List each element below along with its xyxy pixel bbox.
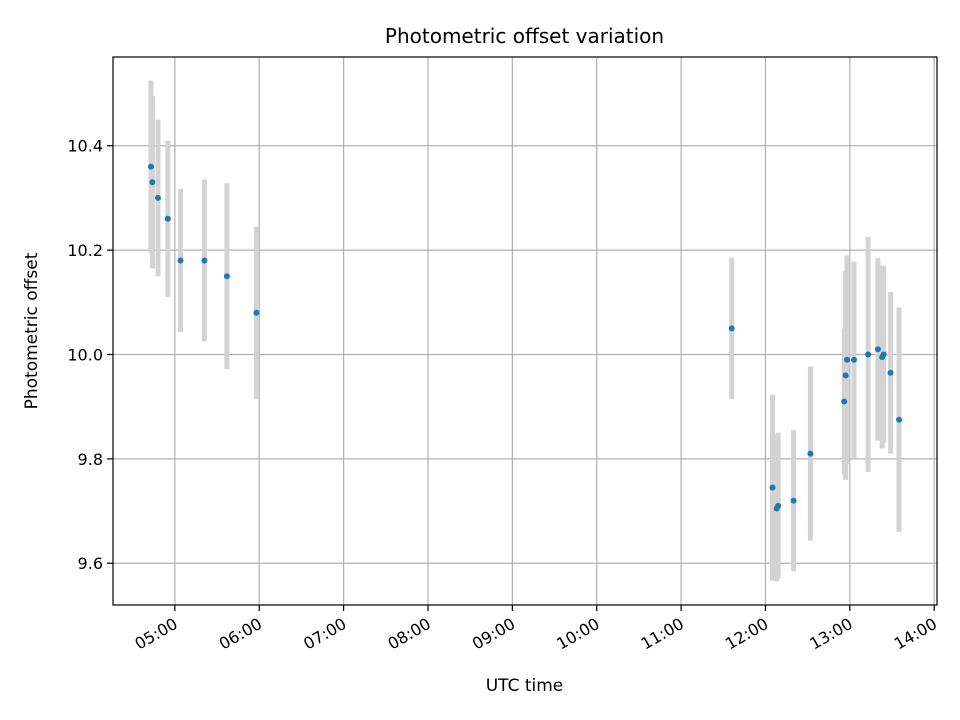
y-tick-label: 10.4 [67,137,103,156]
y-tick-label: 10.0 [67,345,103,364]
data-point [851,356,858,363]
x-tick-label: 05:00 [131,614,180,654]
x-tick-label: 11:00 [638,614,687,654]
data-point [223,273,230,280]
data-point [164,215,171,222]
x-tick-label: 06:00 [216,614,265,654]
data-point [728,325,735,332]
data-point [874,346,881,353]
x-axis-label: UTC time [486,676,564,696]
data-point [253,309,260,316]
data-point [842,372,849,379]
data-point [177,257,184,264]
x-tick-label: 12:00 [722,614,771,654]
x-tick-label: 10:00 [553,614,602,654]
data-point [154,194,161,201]
data-point [865,351,872,358]
data-point [147,163,154,170]
data-point [841,398,848,405]
data-point [896,416,903,423]
grid [113,57,937,605]
data-point [775,502,782,509]
data-point [149,179,156,186]
data-point [844,356,851,363]
x-tick-label: 14:00 [891,614,940,654]
data-point [887,369,894,376]
data-point [790,497,797,504]
y-axis-label: Photometric offset [22,252,42,409]
x-tick-label: 08:00 [385,614,434,654]
x-tick-label: 07:00 [300,614,349,654]
plot-frame [112,56,938,606]
y-tick-label: 9.8 [78,450,103,469]
y-tick-label: 9.6 [78,554,103,573]
data-point [880,351,887,358]
y-tick-label: 10.2 [67,241,103,260]
data-points [147,163,903,512]
data-point [201,257,208,264]
data-point [807,450,814,457]
x-axis-ticks: 05:00 06:00 07:00 08:00 09:00 10:00 11:00 12:00… [131,605,940,654]
x-tick-label: 09:00 [469,614,518,654]
chart-title: Photometric offset variation [385,24,664,48]
y-axis-ticks: 9.6 9.8 10.0 10.2 10.4 [67,137,113,573]
error-bars [148,80,902,582]
data-point [769,484,776,491]
x-tick-label: 13:00 [806,614,855,654]
